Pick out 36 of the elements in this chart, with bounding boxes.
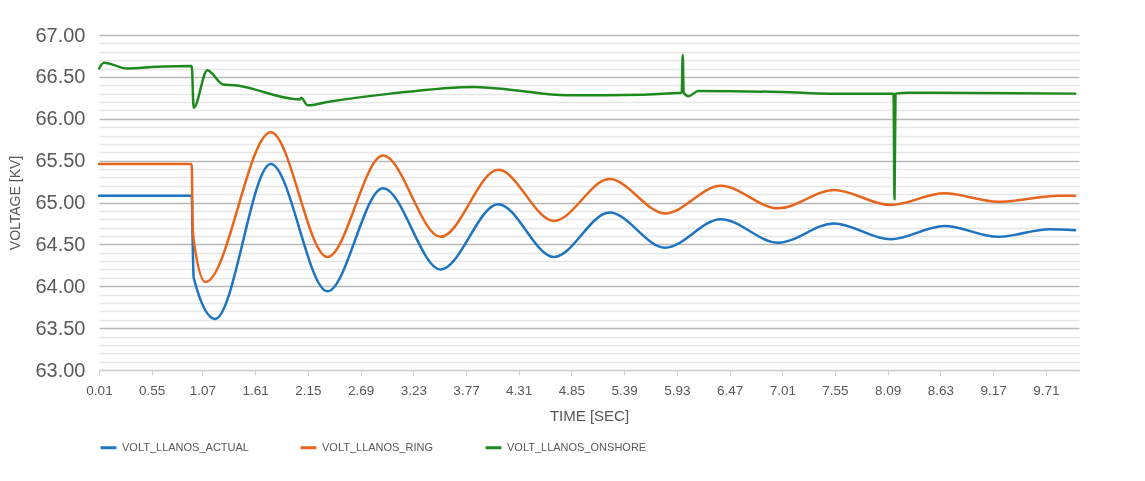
legend-label: VOLT_LLANOS_RING (322, 440, 434, 453)
x-tick-label: 2.69 (347, 382, 375, 398)
y-tick-label: 63.00 (35, 358, 86, 381)
y-tick-label: 65.50 (35, 149, 86, 172)
x-tick-label: 3.77 (453, 382, 480, 398)
x-tick-label: 2.15 (295, 382, 322, 398)
x-tick-label: 1.07 (189, 382, 217, 398)
y-axis-title: VOLTAGE [KV] (7, 155, 24, 251)
line-series (97, 162, 1077, 321)
x-axis-title: TIME [SEC] (549, 407, 630, 424)
legend-label: VOLT_LLANOS_ONSHORE (507, 440, 647, 453)
x-tick-label: 9.71 (1033, 382, 1060, 398)
x-tick-label: 8.09 (875, 382, 902, 398)
y-tick-label: 64.50 (35, 232, 86, 255)
x-tick-label: 8.63 (927, 382, 955, 398)
x-tick-label: 7.55 (822, 382, 849, 398)
x-tick-label: 4.85 (558, 382, 586, 398)
x-tick-label: 7.01 (769, 382, 796, 398)
x-tick-label: 5.93 (664, 382, 691, 398)
y-tick-label: 66.50 (35, 65, 86, 88)
x-tick-label: 0.55 (139, 382, 166, 398)
x-tick-label: 4.31 (506, 382, 533, 398)
x-tick-label: 9.17 (980, 382, 1007, 398)
y-tick-label: 66.00 (35, 107, 86, 130)
y-tick-label: 67.00 (35, 23, 86, 46)
x-tick-label: 1.61 (242, 382, 269, 398)
x-tick-label: 0.01 (86, 382, 113, 398)
y-tick-label: 64.00 (35, 274, 86, 297)
y-tick-label: 63.50 (35, 316, 86, 339)
line-series (97, 53, 1077, 201)
line-series (97, 130, 1077, 284)
y-tick-label: 65.00 (35, 191, 86, 213)
x-tick-label: 5.39 (611, 382, 638, 398)
x-tick-label: 6.47 (716, 382, 744, 398)
x-tick-label: 3.23 (400, 382, 427, 398)
legend-label: VOLT_LLANOS_ACTUAL (122, 440, 249, 453)
